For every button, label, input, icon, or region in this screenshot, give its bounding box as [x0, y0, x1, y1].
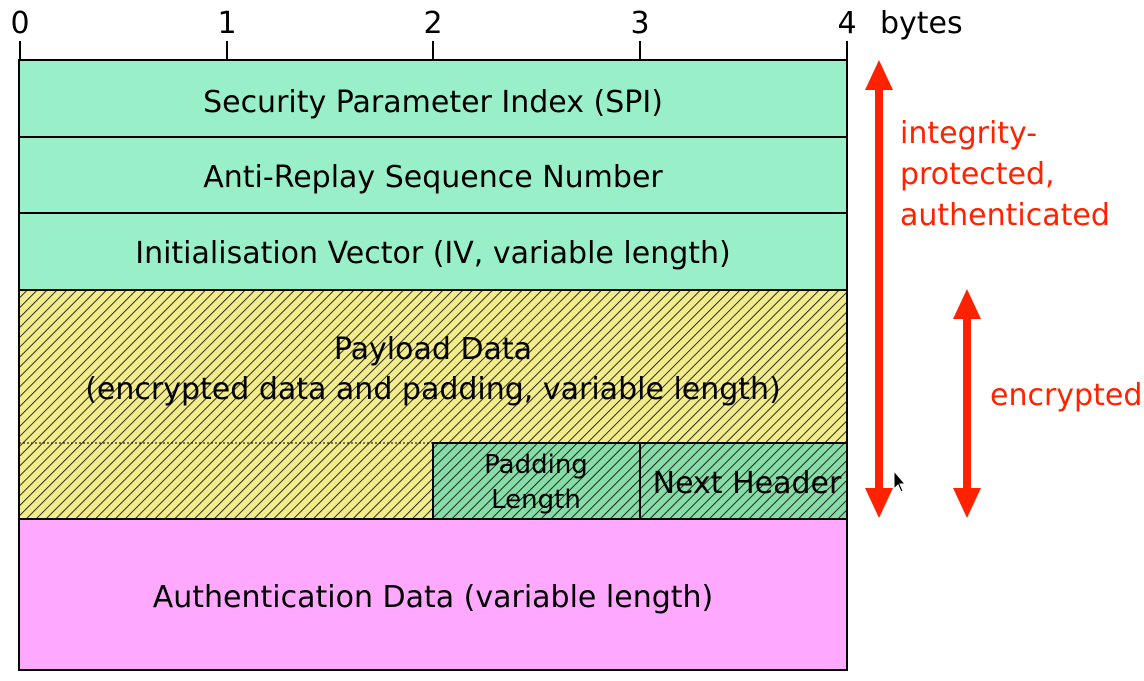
authentication-data-label: Authentication Data (variable length) — [153, 580, 714, 615]
encrypted-label: encrypted — [990, 378, 1142, 413]
integrity-label-line1: integrity- — [900, 116, 1037, 151]
integrity-label-line2: protected, — [900, 157, 1055, 192]
padding-length-label-line1: Padding — [484, 450, 588, 480]
next-header-label: Next Header — [653, 466, 842, 501]
next-header-field — [639, 442, 848, 520]
payload-label-line1: Payload Data — [334, 332, 532, 367]
iv-label: Initialisation Vector (IV, variable leng… — [135, 236, 731, 271]
spi-field — [18, 59, 848, 138]
tick-label-1: 1 — [217, 6, 236, 41]
authentication-data-field — [18, 518, 848, 671]
unit-label: bytes — [880, 6, 963, 41]
mouse-cursor-icon — [893, 469, 907, 493]
iv-field — [18, 212, 848, 291]
integrity-label-line3: authenticated — [900, 198, 1110, 233]
tick-label-4: 4 — [837, 6, 856, 41]
spi-label: Security Parameter Index (SPI) — [203, 85, 663, 120]
tick-label-2: 2 — [423, 6, 442, 41]
payload-label-line2: (encrypted data and padding, variable le… — [85, 372, 781, 407]
byte-scale: 0 1 2 3 4 bytes — [10, 6, 963, 66]
padding-length-label-line2: Length — [491, 485, 581, 515]
padding-length-field — [432, 442, 641, 520]
tick-label-0: 0 — [10, 6, 29, 41]
integrity-arrow — [865, 60, 893, 518]
encrypted-arrow — [953, 289, 981, 518]
sequence-number-label: Anti-Replay Sequence Number — [203, 160, 663, 195]
tick-label-3: 3 — [630, 6, 649, 41]
